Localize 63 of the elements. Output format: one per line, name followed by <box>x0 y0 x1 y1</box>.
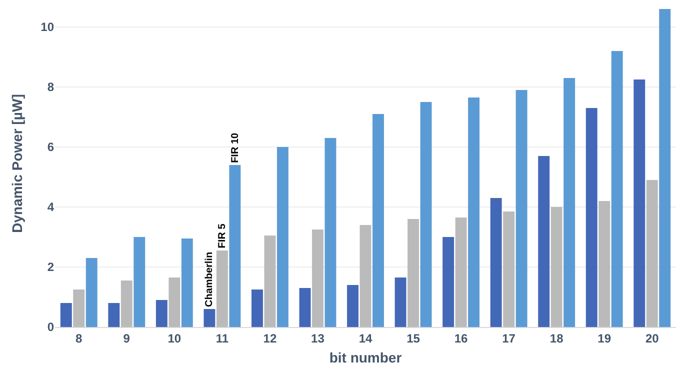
bar <box>86 258 98 327</box>
bar <box>394 278 406 327</box>
bar <box>251 290 263 327</box>
bar <box>324 138 336 327</box>
bar <box>468 98 480 327</box>
bar <box>229 165 241 327</box>
bar <box>372 114 384 327</box>
bar <box>564 78 576 327</box>
bar <box>181 238 193 327</box>
x-tick-label: 13 <box>311 331 325 346</box>
text: FIR 10 <box>230 132 241 163</box>
y-tick-label: 4 <box>47 200 54 214</box>
x-tick-label: 19 <box>598 331 612 346</box>
bar <box>598 201 610 327</box>
x-tick-label: 8 <box>76 331 83 346</box>
bar <box>168 278 180 327</box>
x-axis-title: bit number <box>329 350 402 366</box>
x-tick-label: 16 <box>454 331 468 346</box>
y-tick-label: 2 <box>47 260 54 274</box>
bar <box>108 303 120 327</box>
bar <box>455 218 467 327</box>
bar <box>516 90 528 327</box>
bar <box>204 309 216 327</box>
bar <box>611 51 623 327</box>
bar <box>646 180 658 327</box>
y-tick-label: 8 <box>47 80 54 94</box>
bar <box>312 230 324 327</box>
bar <box>73 290 85 327</box>
x-tick-label: 20 <box>645 331 660 346</box>
y-tick-label: 6 <box>47 140 54 154</box>
x-tick-label: 18 <box>550 331 564 346</box>
x-tick-label: 9 <box>123 331 130 346</box>
y-tick-label: 10 <box>40 20 54 34</box>
bar <box>408 219 419 327</box>
bar <box>586 108 598 327</box>
x-tick-label: 14 <box>358 331 372 346</box>
text: FIR 5 <box>217 223 228 248</box>
x-tick-label: 11 <box>216 331 229 346</box>
bar <box>156 300 168 327</box>
x-tick-label: 17 <box>502 331 516 346</box>
bar <box>538 156 550 327</box>
bar <box>634 80 646 327</box>
bar <box>264 236 276 327</box>
x-tick-label: 10 <box>168 331 182 346</box>
bar <box>134 237 146 327</box>
bar <box>347 285 358 327</box>
x-tick-label: 15 <box>406 331 420 346</box>
bar <box>276 147 288 327</box>
bar <box>659 9 671 327</box>
x-tick-label: 12 <box>263 331 277 346</box>
bar <box>420 102 432 327</box>
bar <box>360 225 372 327</box>
bar <box>299 288 311 327</box>
y-tick-label: 0 <box>47 320 54 334</box>
y-axis-title: Dynamic Power [µW] <box>9 94 26 233</box>
bar <box>442 237 454 327</box>
text: Chamberlin <box>204 252 215 307</box>
bar <box>120 280 132 327</box>
bar <box>503 212 515 327</box>
bar <box>490 198 502 327</box>
bar <box>60 303 72 327</box>
bar <box>550 207 562 327</box>
bar <box>216 250 228 327</box>
